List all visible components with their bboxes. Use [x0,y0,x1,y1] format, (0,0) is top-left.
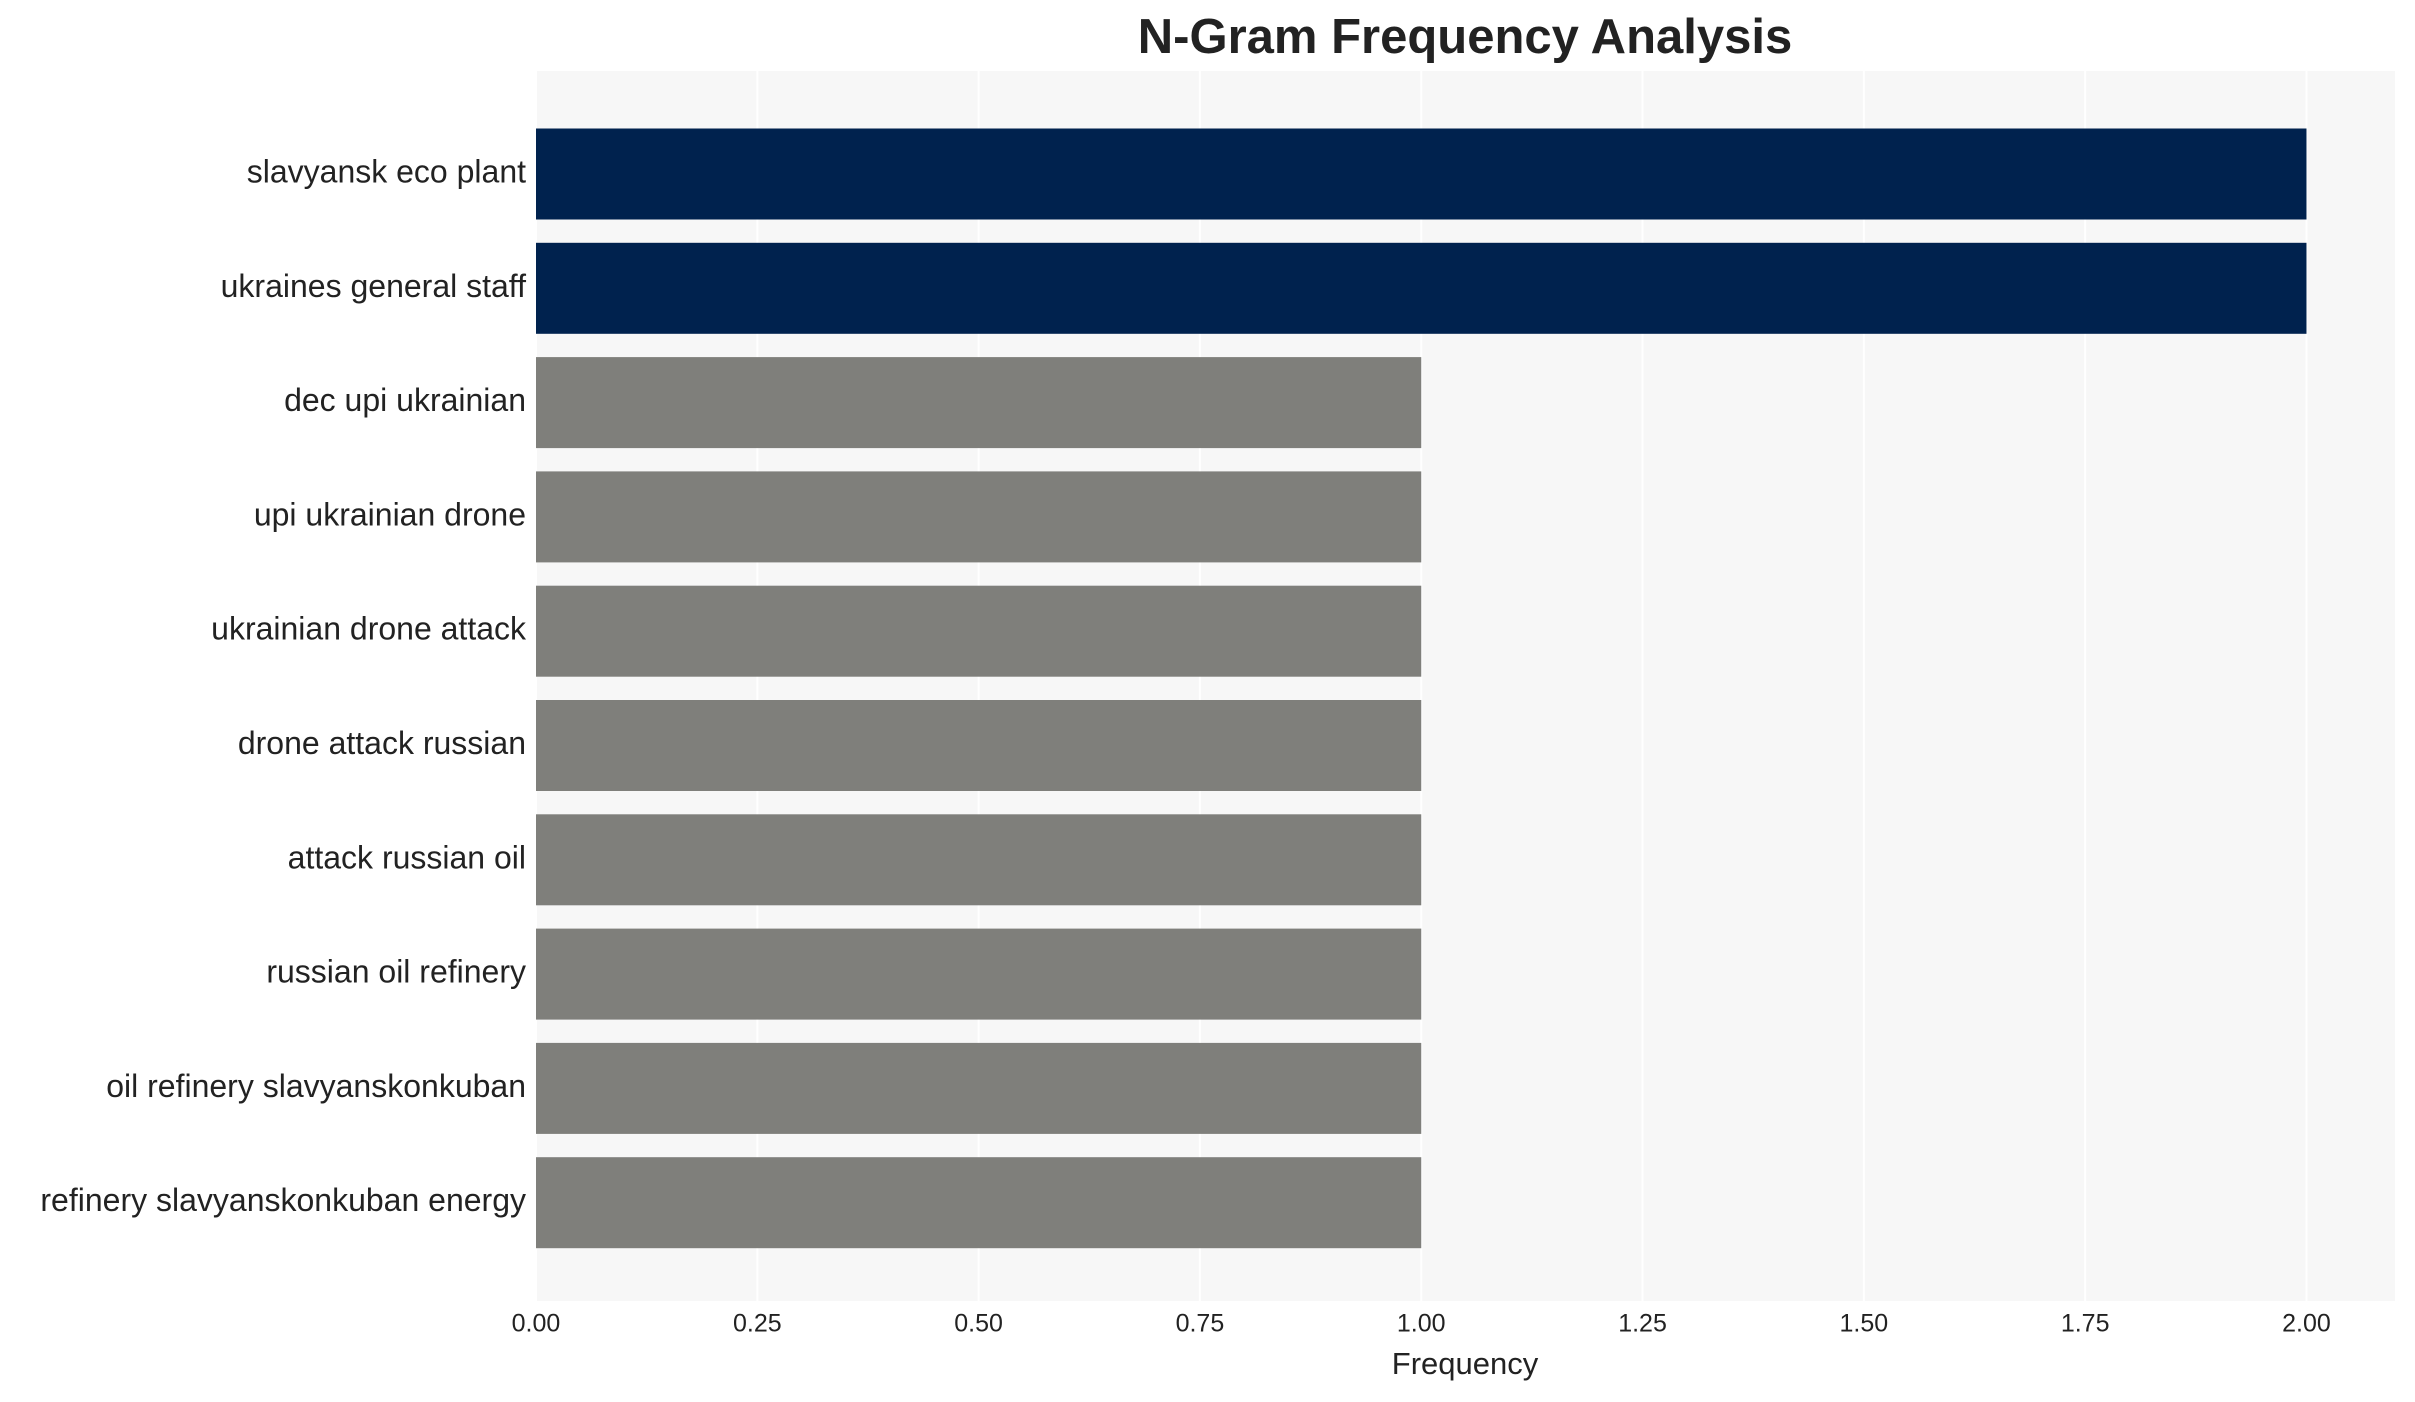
y-tick-label: dec upi ukrainian [284,382,526,418]
bar [536,814,1422,906]
x-tick-label: 1.00 [1397,1310,1446,1338]
y-tick-label: slavyansk eco plant [247,153,526,189]
bar [536,242,2307,334]
y-tick-label: ukrainian drone attack [211,611,527,647]
x-tick-label: 0.75 [1176,1310,1225,1338]
x-tick-label: 1.75 [2061,1310,2110,1338]
x-tick-label: 1.25 [1618,1310,1667,1338]
x-tick-label: 0.25 [733,1310,782,1338]
x-tick-label: 1.50 [1840,1310,1889,1338]
bar [536,471,1422,563]
bar [536,1042,1422,1134]
bar [536,128,2307,220]
y-tick-label: upi ukrainian drone [254,496,526,532]
x-tick-label: 0.50 [954,1310,1003,1338]
y-tick-label: drone attack russian [238,725,526,761]
x-axis-label: Frequency [1392,1346,1539,1381]
x-tick-label: 2.00 [2282,1310,2331,1338]
bar [536,700,1422,791]
bar [536,357,1422,449]
bar [536,928,1422,1020]
y-tick-label: refinery slavyanskonkuban energy [40,1182,526,1218]
bar [536,1157,1422,1249]
y-tick-label: ukraines general staff [221,268,526,304]
y-tick-label: russian oil refinery [266,954,526,990]
x-tick-label: 0.00 [512,1310,561,1338]
y-tick-label: oil refinery slavyanskonkuban [106,1068,526,1104]
bar [536,585,1422,677]
chart-title: N-Gram Frequency Analysis [1138,10,1792,64]
y-tick-label: attack russian oil [288,839,526,875]
